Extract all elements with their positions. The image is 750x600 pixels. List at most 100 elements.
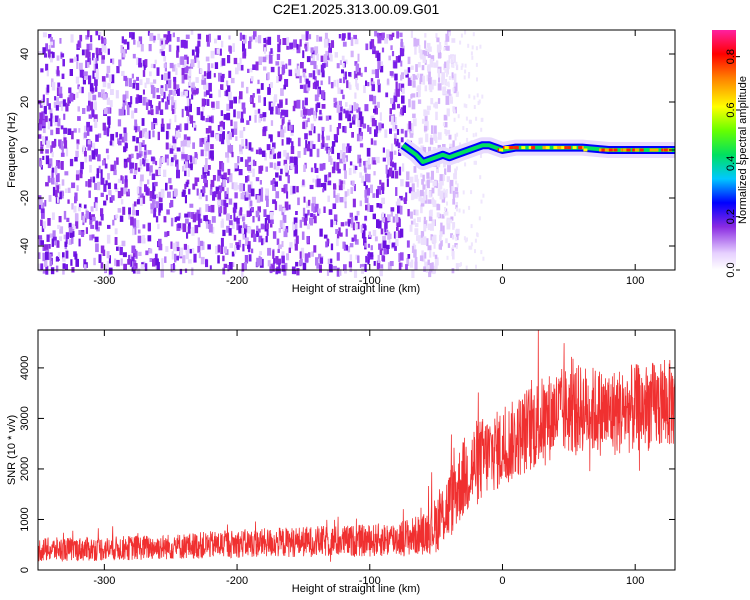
track-hotspot — [661, 148, 666, 152]
spectrogram-cell — [124, 161, 127, 169]
spectrogram-cell — [117, 208, 122, 213]
spectrogram-cell — [429, 250, 432, 258]
spectrogram-cell — [350, 216, 354, 225]
spectrogram-cell — [388, 167, 393, 177]
spectrogram-cell — [277, 131, 281, 138]
spectrogram-cell — [413, 218, 416, 225]
spectrogram-cell — [88, 190, 91, 198]
spectrogram-cell — [464, 63, 467, 68]
spectrogram-cell — [424, 252, 427, 259]
spectrogram-cell — [386, 178, 389, 187]
track-hotspot — [504, 146, 509, 150]
spectrogram-cell — [291, 156, 295, 166]
spectrogram-cell — [448, 55, 451, 64]
spectrogram-cell — [452, 140, 455, 149]
spectrogram-cell — [458, 208, 461, 213]
spectrogram-cell — [456, 207, 458, 212]
spectrogram-cell — [395, 238, 399, 247]
spectrogram-cell — [428, 216, 433, 222]
spectrogram-cell — [155, 201, 159, 209]
spectrogram-cell — [316, 148, 320, 158]
spectrogram-cell — [160, 123, 165, 132]
spectrogram-cell — [276, 75, 279, 83]
spectrogram-cell — [386, 169, 390, 178]
spectrogram-cell — [327, 150, 330, 156]
spectrogram-cell — [233, 57, 238, 65]
spectrogram-cell — [220, 110, 224, 116]
spectrogram-cell — [252, 168, 255, 177]
spectrogram-cell — [172, 32, 175, 38]
spectrogram-cell — [85, 227, 88, 234]
spectrogram-cell — [262, 238, 265, 245]
spectrogram-cell — [205, 259, 209, 268]
spectrogram-cell — [173, 108, 176, 114]
spectrogram-cell — [410, 30, 413, 38]
spectrogram-cell — [350, 50, 354, 58]
spectrogram-cell — [275, 163, 280, 171]
spectrogram-cell — [76, 143, 79, 150]
spectrogram-cell — [342, 126, 346, 133]
spectrogram-cell — [94, 77, 98, 86]
spectrogram-cell — [96, 168, 99, 177]
spectrogram-cell — [96, 53, 99, 61]
spectrogram-cell — [370, 254, 374, 260]
spectrogram-cell — [304, 43, 307, 49]
spectrogram-cell — [89, 125, 93, 132]
spectrogram-cell — [189, 203, 194, 208]
spectrogram-cell — [45, 251, 49, 260]
spectrogram-cell — [94, 148, 98, 157]
spectrogram-cell — [356, 133, 361, 142]
spectrogram-cell — [350, 37, 354, 46]
spectrogram-cell — [159, 49, 163, 54]
spectrogram-cell — [296, 186, 299, 193]
spectrogram-cell — [353, 102, 357, 112]
spectrogram-cell — [468, 205, 471, 210]
spectrogram-cell — [327, 115, 332, 120]
spectrogram-cell — [186, 97, 190, 106]
spectrogram-cell — [38, 235, 43, 240]
spectrogram-cell — [336, 267, 340, 277]
spectrogram-cell — [121, 176, 124, 184]
spectrogram-cell — [330, 82, 334, 89]
spectrogram-cell — [299, 84, 304, 89]
spectrogram-cell — [222, 179, 226, 187]
spectrogram-cell — [107, 182, 111, 190]
spectrogram-cell — [482, 193, 485, 198]
spectrogram-cell — [463, 75, 466, 80]
spectrogram-cell — [152, 258, 156, 267]
track-hotspot — [531, 146, 536, 150]
spectrogram-cell — [443, 114, 448, 121]
spectrogram-cell — [103, 108, 108, 115]
spectrogram-cell — [230, 77, 235, 84]
spectrogram-cell — [280, 88, 284, 96]
spectrogram-cell — [169, 62, 174, 69]
spectrogram-cell — [223, 199, 227, 207]
spectrogram-cell — [128, 154, 133, 159]
spectrogram-cell — [275, 256, 279, 264]
spectrogram-cell — [241, 269, 244, 278]
spectrogram-cell — [422, 184, 426, 190]
spectrogram-cell — [241, 228, 244, 234]
spectrogram-cell — [331, 146, 335, 154]
y-tick-label: 4000 — [19, 356, 31, 380]
spectrogram-cell — [132, 203, 135, 212]
spectrogram-cell — [210, 204, 215, 213]
spectrogram-cell — [59, 38, 62, 44]
spectrogram-cell — [142, 89, 145, 95]
spectrogram-cell — [292, 185, 296, 194]
spectrogram-cell — [376, 260, 381, 270]
spectrogram-cell — [248, 41, 252, 49]
spectrogram-cell — [312, 82, 315, 89]
spectrogram-cell — [330, 243, 334, 251]
spectrogram-cell — [197, 33, 202, 40]
spectrogram-cell — [427, 146, 432, 155]
spectrogram-cell — [432, 200, 437, 208]
spectrogram-cell — [252, 103, 256, 108]
spectrogram-cell — [175, 255, 179, 261]
spectrogram-cell — [397, 142, 401, 149]
spectrogram-cell — [175, 241, 180, 249]
spectrogram-cell — [333, 190, 336, 198]
spectrogram-cell — [469, 119, 472, 124]
spectrogram-cell — [119, 133, 123, 140]
spectrogram-cell — [51, 170, 54, 179]
